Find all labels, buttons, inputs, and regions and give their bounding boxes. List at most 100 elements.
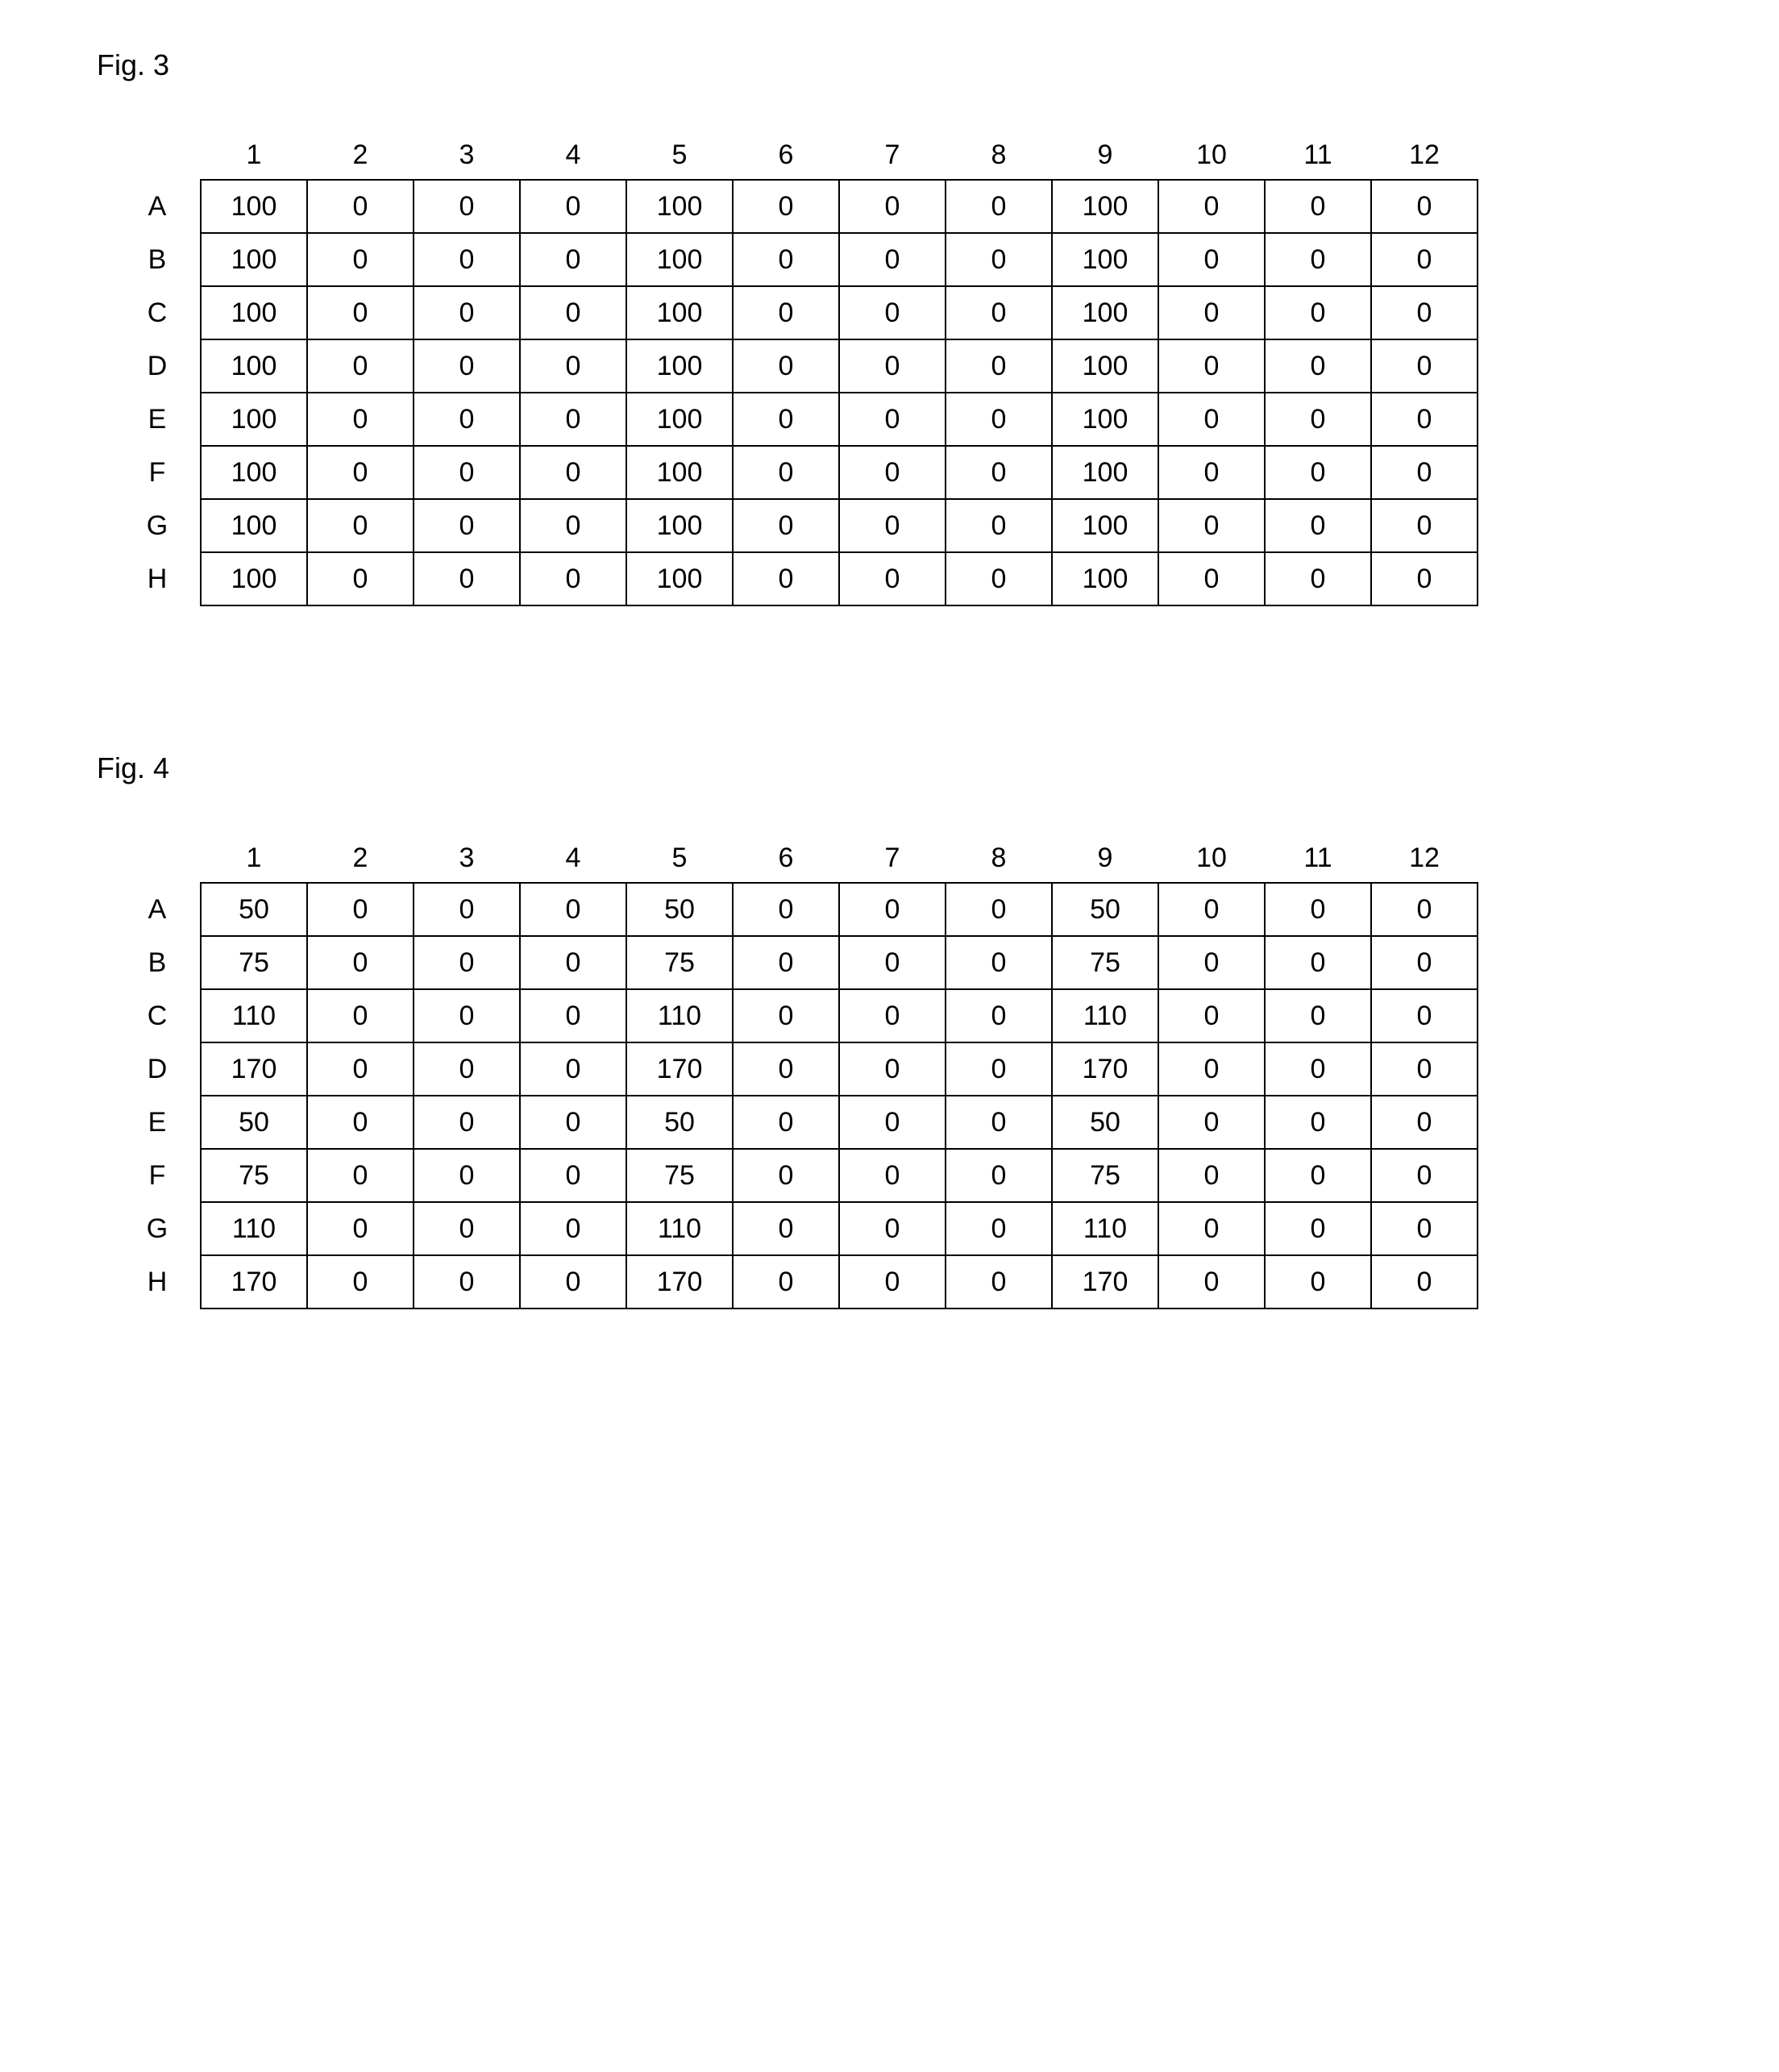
data-cell: 0 [1158, 1096, 1265, 1149]
row-header: G [129, 1202, 201, 1255]
data-cell: 0 [520, 1202, 626, 1255]
table-row: D100000100000100000 [129, 339, 1478, 393]
data-cell: 0 [1265, 936, 1371, 989]
data-cell: 0 [1265, 1149, 1371, 1202]
corner-cell [129, 834, 201, 883]
data-cell: 110 [626, 1202, 733, 1255]
data-cell: 0 [1158, 446, 1265, 499]
data-cell: 0 [733, 552, 839, 605]
col-header: 10 [1158, 834, 1265, 883]
data-cell: 0 [946, 1255, 1052, 1309]
col-header: 8 [946, 131, 1052, 180]
data-cell: 0 [1371, 552, 1478, 605]
data-cell: 100 [201, 233, 307, 286]
data-cell: 50 [1052, 883, 1158, 936]
data-cell: 0 [946, 1096, 1052, 1149]
data-cell: 0 [414, 286, 520, 339]
col-header: 3 [414, 131, 520, 180]
data-cell: 0 [1265, 552, 1371, 605]
data-cell: 0 [733, 1255, 839, 1309]
data-cell: 0 [1158, 339, 1265, 393]
data-cell: 100 [626, 552, 733, 605]
data-cell: 0 [1158, 286, 1265, 339]
data-cell: 110 [626, 989, 733, 1042]
data-cell: 0 [414, 1096, 520, 1149]
data-cell: 0 [946, 1202, 1052, 1255]
data-cell: 50 [626, 1096, 733, 1149]
data-cell: 100 [201, 499, 307, 552]
col-header: 11 [1265, 131, 1371, 180]
data-cell: 0 [1371, 883, 1478, 936]
data-cell: 0 [1158, 552, 1265, 605]
data-cell: 0 [1371, 936, 1478, 989]
data-cell: 0 [1371, 180, 1478, 233]
data-cell: 75 [626, 936, 733, 989]
data-cell: 0 [839, 989, 946, 1042]
data-cell: 0 [1371, 1042, 1478, 1096]
data-cell: 0 [733, 936, 839, 989]
row-header: D [129, 339, 201, 393]
row-header: G [129, 499, 201, 552]
row-header: D [129, 1042, 201, 1096]
table-row: C100000100000100000 [129, 286, 1478, 339]
data-cell: 0 [520, 989, 626, 1042]
table-row: E500005000050000 [129, 1096, 1478, 1149]
data-cell: 50 [201, 1096, 307, 1149]
data-cell: 0 [733, 883, 839, 936]
data-cell: 0 [839, 180, 946, 233]
data-cell: 0 [307, 339, 414, 393]
data-cell: 0 [1371, 286, 1478, 339]
data-cell: 0 [1158, 393, 1265, 446]
data-cell: 0 [307, 1202, 414, 1255]
col-header: 4 [520, 834, 626, 883]
data-cell: 0 [307, 446, 414, 499]
figure-3-table: 1 2 3 4 5 6 7 8 9 10 11 12 A100000100000… [129, 131, 1478, 606]
data-cell: 0 [1158, 233, 1265, 286]
data-cell: 0 [839, 393, 946, 446]
data-cell: 0 [733, 499, 839, 552]
table-row: B750007500075000 [129, 936, 1478, 989]
data-cell: 0 [946, 936, 1052, 989]
data-cell: 0 [946, 883, 1052, 936]
data-cell: 0 [1158, 936, 1265, 989]
data-cell: 0 [733, 989, 839, 1042]
table-row: A500005000050000 [129, 883, 1478, 936]
row-header: F [129, 1149, 201, 1202]
corner-cell [129, 131, 201, 180]
data-cell: 0 [520, 339, 626, 393]
data-cell: 0 [307, 1149, 414, 1202]
data-cell: 170 [626, 1042, 733, 1096]
data-cell: 0 [733, 339, 839, 393]
col-header: 2 [307, 834, 414, 883]
data-cell: 0 [520, 1255, 626, 1309]
data-cell: 0 [414, 446, 520, 499]
row-header: B [129, 233, 201, 286]
col-header: 2 [307, 131, 414, 180]
data-cell: 0 [1265, 1096, 1371, 1149]
data-cell: 100 [201, 180, 307, 233]
data-cell: 0 [946, 339, 1052, 393]
table-row: F100000100000100000 [129, 446, 1478, 499]
data-cell: 50 [626, 883, 733, 936]
row-header: A [129, 883, 201, 936]
data-cell: 0 [1265, 1202, 1371, 1255]
data-cell: 0 [1371, 499, 1478, 552]
row-header: H [129, 552, 201, 605]
data-cell: 0 [1371, 1096, 1478, 1149]
table-row: E100000100000100000 [129, 393, 1478, 446]
figure-3-body: A100000100000100000B100000100000100000C1… [129, 180, 1478, 605]
data-cell: 0 [520, 499, 626, 552]
data-cell: 0 [839, 936, 946, 989]
row-header: E [129, 1096, 201, 1149]
data-cell: 0 [733, 1202, 839, 1255]
data-cell: 0 [1158, 1255, 1265, 1309]
figure-3-label: Fig. 3 [97, 48, 1682, 82]
row-header: B [129, 936, 201, 989]
data-cell: 100 [626, 393, 733, 446]
data-cell: 0 [946, 286, 1052, 339]
data-cell: 0 [307, 552, 414, 605]
data-cell: 0 [520, 180, 626, 233]
data-cell: 50 [201, 883, 307, 936]
col-header: 7 [839, 131, 946, 180]
data-cell: 0 [1158, 1042, 1265, 1096]
